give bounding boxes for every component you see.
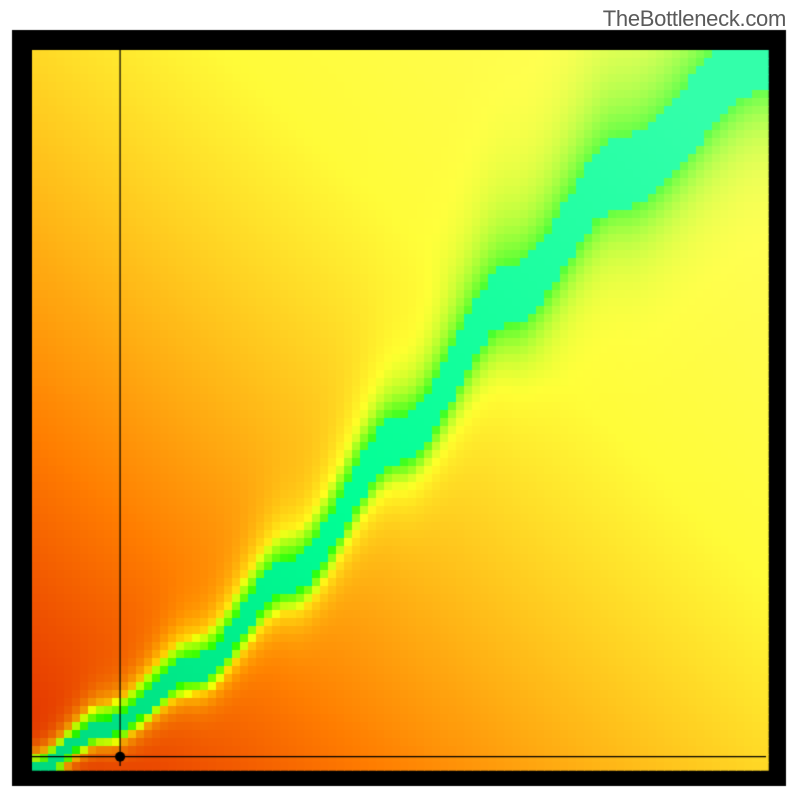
bottleneck-heatmap-canvas: [0, 0, 800, 800]
watermark-label: TheBottleneck.com: [603, 6, 786, 32]
root: TheBottleneck.com: [0, 0, 800, 800]
